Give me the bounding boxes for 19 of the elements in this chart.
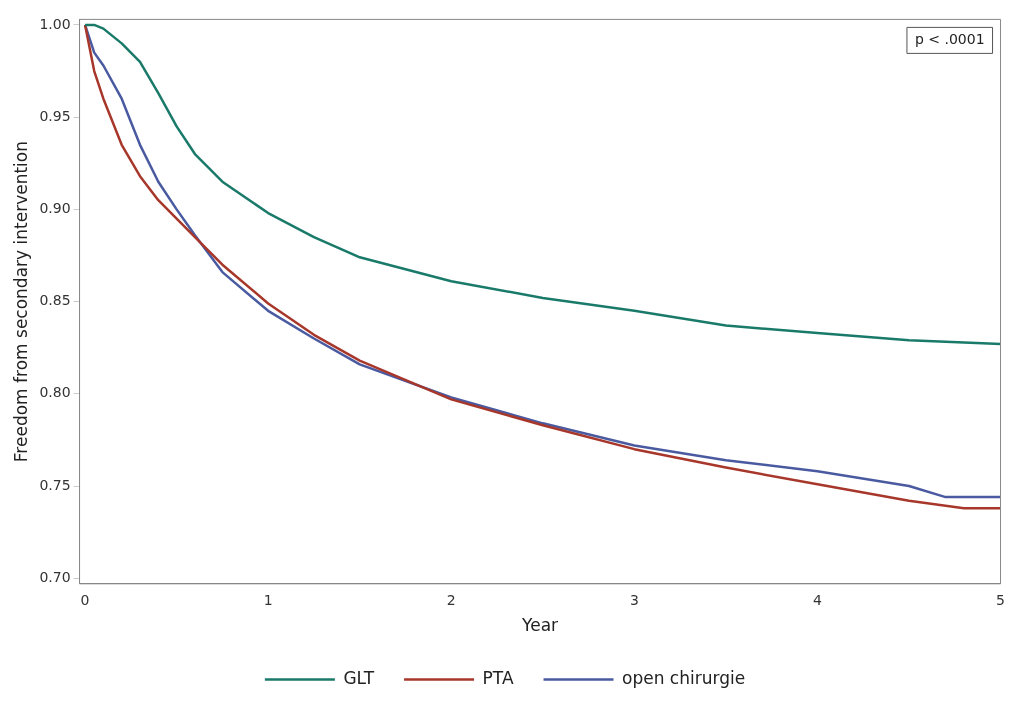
x-axis-title: Year — [521, 615, 559, 636]
x-tick-label: 1 — [263, 591, 273, 608]
legend-label: PTA — [482, 667, 514, 688]
y-tick-label: 0.75 — [39, 476, 71, 493]
x-tick-label: 5 — [996, 591, 1006, 608]
legend-label: GLT — [343, 667, 375, 688]
x-tick-label: 0 — [80, 591, 90, 608]
annotation: p < .0001 — [914, 31, 985, 48]
y-tick-label: 0.85 — [39, 292, 71, 309]
x-tick-label: 2 — [446, 591, 456, 608]
y-tick-label: 0.70 — [39, 568, 71, 585]
y-tick-label: 0.95 — [39, 107, 71, 124]
x-tick-label: 3 — [629, 591, 639, 608]
y-tick-label: 0.90 — [39, 200, 71, 217]
legend-label: open chirurgie — [622, 667, 746, 688]
y-tick-label: 0.80 — [39, 384, 71, 401]
y-tick-label: 1.00 — [39, 15, 71, 32]
y-axis-title: Freedom from secondary intervention — [10, 141, 31, 463]
x-tick-label: 4 — [812, 591, 822, 608]
